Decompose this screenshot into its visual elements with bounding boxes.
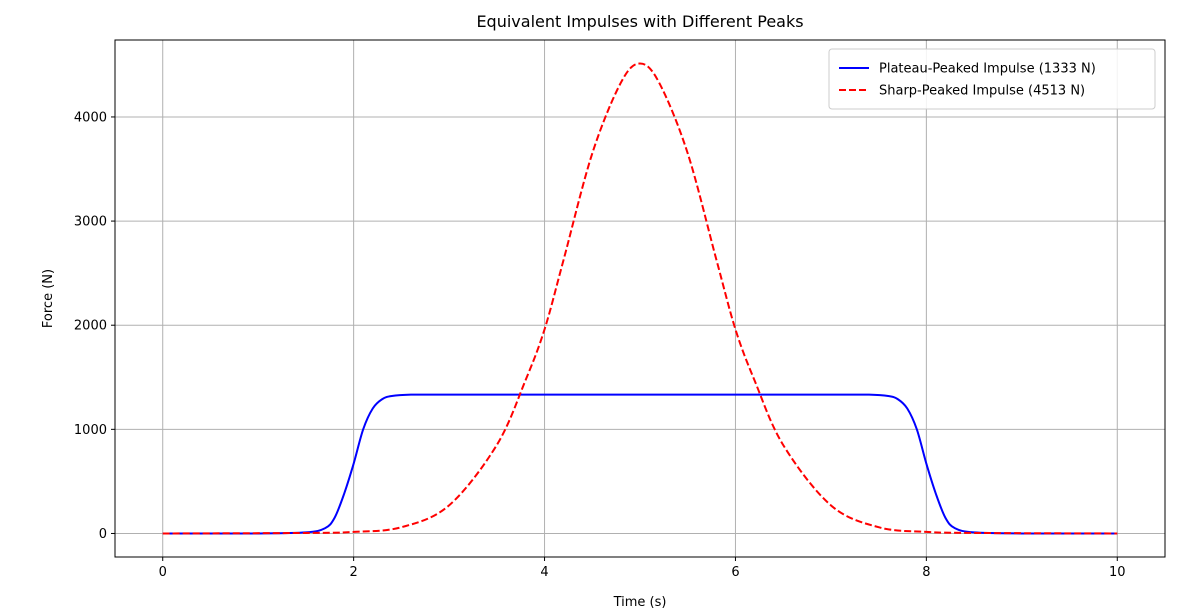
y-axis-label: Force (N) bbox=[41, 269, 56, 328]
y-tick-label: 1000 bbox=[74, 423, 107, 438]
x-tick-label: 4 bbox=[540, 565, 548, 580]
series-line-1 bbox=[162, 393, 1118, 535]
x-axis-label: Time (s) bbox=[613, 595, 667, 610]
plot-area-frame bbox=[114, 39, 1166, 558]
legend-label-1: Plateau-Peaked Impulse (1333 N) bbox=[879, 62, 1096, 77]
x-tick-label: 6 bbox=[731, 565, 739, 580]
series-lines bbox=[162, 62, 1118, 535]
y-tick-label: 3000 bbox=[74, 215, 107, 230]
legend-label-2: Sharp-Peaked Impulse (4513 N) bbox=[879, 84, 1085, 99]
chart-legend: Plateau-Peaked Impulse (1333 N) Sharp-Pea… bbox=[828, 48, 1156, 110]
y-tick-label: 2000 bbox=[74, 319, 107, 334]
x-tick-label: 8 bbox=[922, 565, 930, 580]
legend-box bbox=[828, 48, 1156, 110]
y-tick-label: 4000 bbox=[74, 110, 107, 125]
chart-title: Equivalent Impulses with Different Peaks bbox=[476, 12, 803, 31]
y-tick-label: 0 bbox=[99, 527, 107, 542]
x-tick-label: 10 bbox=[1109, 565, 1126, 580]
x-tick-label: 2 bbox=[349, 565, 357, 580]
axis-ticks: 0 2 4 6 8 10 0 1000 2000 3000 4000 bbox=[74, 110, 1126, 580]
series-line-2 bbox=[162, 62, 1118, 535]
x-tick-label: 0 bbox=[159, 565, 167, 580]
